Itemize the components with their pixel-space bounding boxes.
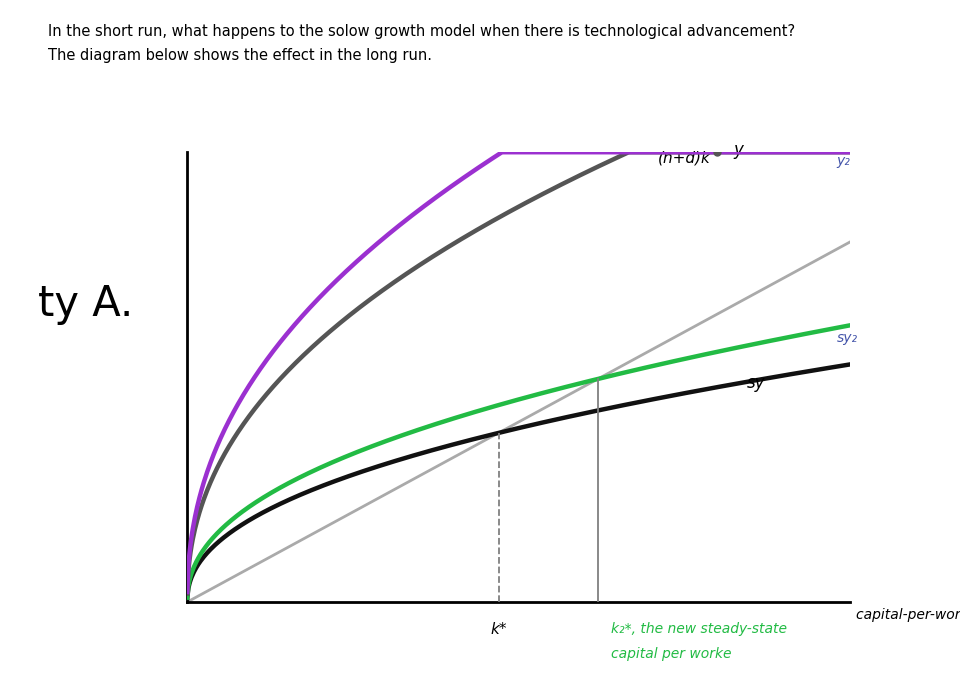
Text: (n+d)k: (n+d)k — [658, 151, 710, 166]
Text: sy: sy — [747, 374, 765, 392]
Text: sy₂: sy₂ — [836, 331, 857, 345]
Text: capital-per-worker k: capital-per-worker k — [856, 608, 960, 621]
Text: In the short run, what happens to the solow growth model when there is technolog: In the short run, what happens to the so… — [48, 24, 795, 39]
Text: capital per worke: capital per worke — [612, 647, 732, 661]
Text: y₂: y₂ — [836, 154, 851, 168]
Text: The diagram below shows the effect in the long run.: The diagram below shows the effect in th… — [48, 48, 432, 64]
Text: y: y — [733, 141, 744, 159]
Text: k₂*, the new steady-state: k₂*, the new steady-state — [612, 622, 787, 636]
Text: k*: k* — [491, 622, 507, 637]
Text: ty A.: ty A. — [38, 284, 133, 325]
